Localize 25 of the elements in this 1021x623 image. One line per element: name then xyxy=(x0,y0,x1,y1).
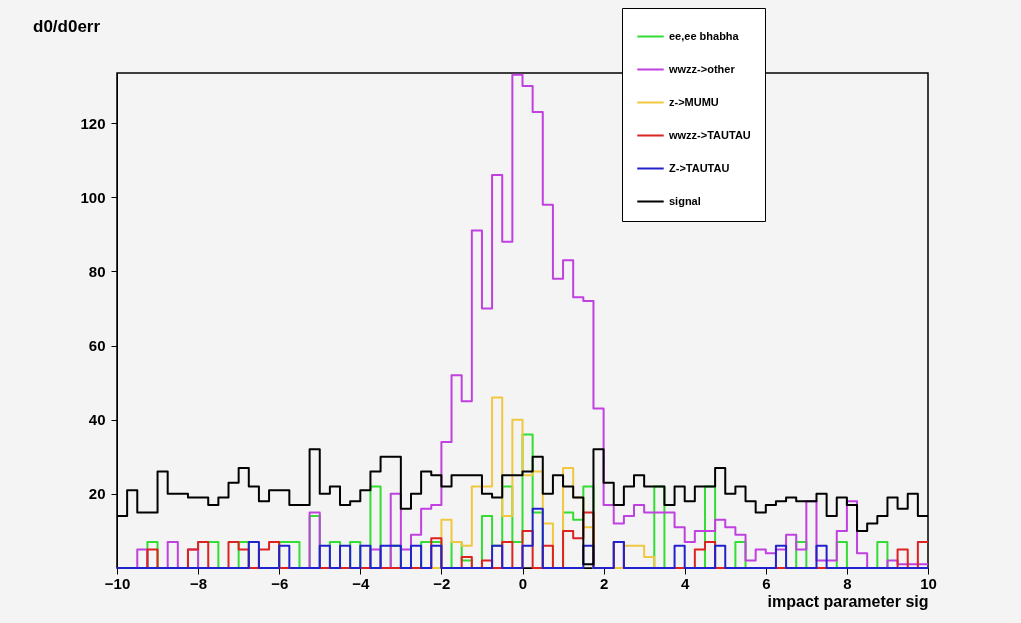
y-tick-label: 20 xyxy=(88,485,106,503)
x-tick-label: 4 xyxy=(681,574,691,592)
legend-label: ee,ee bhabha xyxy=(669,29,740,42)
legend-label: Z->TAUTAU xyxy=(669,161,730,174)
y-tick-label: 80 xyxy=(88,262,106,280)
x-tick-label: 0 xyxy=(518,574,528,592)
x-axis-title: impact parameter sig xyxy=(767,592,929,610)
x-tick-label: 2 xyxy=(599,574,609,592)
x-tick-label: −6 xyxy=(271,574,289,592)
legend-label: signal xyxy=(669,194,701,207)
x-tick-label: −8 xyxy=(190,574,208,592)
y-tick-label: 60 xyxy=(88,337,106,355)
x-tick-label: −4 xyxy=(352,574,371,592)
x-tick-label: 8 xyxy=(843,574,852,592)
x-tick-label: −2 xyxy=(433,574,451,592)
x-tick-label: −10 xyxy=(104,574,131,592)
y-tick-label: 40 xyxy=(88,411,106,429)
x-tick-label: 6 xyxy=(762,574,771,592)
legend-label: z->MUMU xyxy=(669,95,719,108)
y-tick-label: 120 xyxy=(80,114,106,132)
legend-label: wwzz->other xyxy=(668,62,736,75)
legend-label: wwzz->TAUTAU xyxy=(668,128,751,141)
chart-title: d0/d0err xyxy=(33,17,101,36)
x-tick-label: 10 xyxy=(920,574,937,592)
y-tick-label: 100 xyxy=(80,188,106,206)
